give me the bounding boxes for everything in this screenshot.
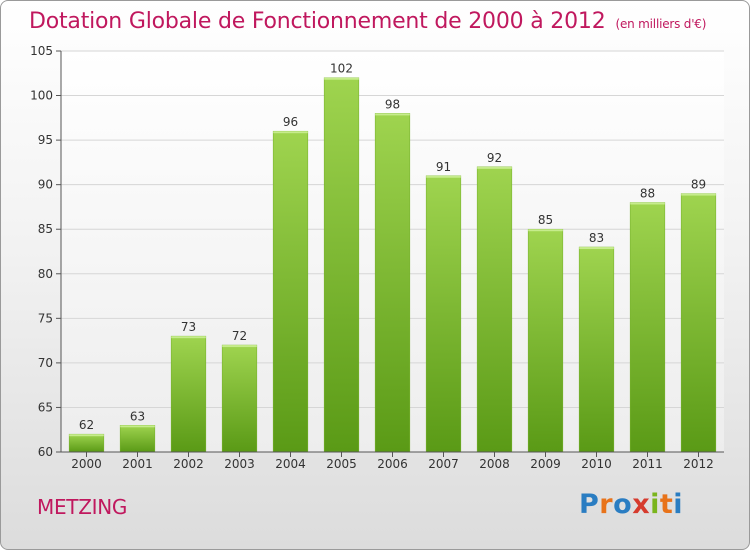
bar-highlight	[120, 425, 155, 428]
logo-letter: P	[579, 489, 600, 520]
y-tick-label: 60	[38, 445, 53, 459]
data-label: 102	[330, 62, 353, 76]
bar-highlight	[579, 247, 614, 250]
data-label: 88	[640, 186, 655, 200]
y-tick-label: 70	[38, 356, 53, 370]
data-label: 72	[232, 329, 247, 343]
logo-letter: r	[599, 489, 614, 520]
bar	[476, 166, 513, 453]
logo-letter: o	[613, 489, 633, 520]
bar	[578, 246, 615, 453]
bar-highlight	[324, 77, 359, 80]
x-tick-label: 2008	[479, 457, 510, 471]
bar	[425, 175, 462, 453]
bar	[374, 113, 411, 453]
y-tick-label: 100	[30, 89, 53, 103]
bar-highlight	[477, 166, 512, 169]
bar	[527, 228, 564, 453]
x-tick-label: 2007	[428, 457, 459, 471]
bar-highlight	[528, 229, 563, 232]
commune-name: METZING	[37, 495, 128, 519]
bar-highlight	[426, 175, 461, 178]
y-tick-label: 85	[38, 222, 53, 236]
bar-highlight	[171, 336, 206, 339]
bar	[170, 335, 207, 453]
bar-highlight	[375, 113, 410, 116]
logo-letter: t	[659, 489, 674, 520]
data-label: 92	[487, 151, 502, 165]
bar	[323, 77, 360, 453]
title-text: Dotation Globale de Fonctionnement de 20…	[29, 9, 606, 34]
y-tick-label: 65	[38, 400, 53, 414]
bar	[119, 425, 156, 453]
x-tick-label: 2001	[122, 457, 153, 471]
chart-subtitle: (en milliers d'€)	[615, 17, 707, 31]
bar-highlight	[222, 345, 257, 348]
data-label: 91	[436, 160, 451, 174]
x-tick-label: 2004	[275, 457, 306, 471]
bar	[629, 202, 666, 453]
data-label: 73	[181, 320, 196, 334]
data-labels: 62 63 73 72 96 102 98 91 92 85 83 88 89	[79, 62, 706, 432]
y-tick-label: 80	[38, 267, 53, 281]
logo-letter: i	[673, 489, 684, 520]
bar	[680, 193, 717, 453]
bar-highlight	[681, 193, 716, 196]
x-tick-label: 2003	[224, 457, 255, 471]
data-label: 83	[589, 231, 604, 245]
x-tick-label: 2011	[632, 457, 663, 471]
bar	[68, 433, 105, 453]
data-label: 62	[79, 418, 94, 432]
y-tick-label: 95	[38, 133, 53, 147]
logo-letter: i	[650, 489, 660, 520]
data-label: 96	[283, 115, 298, 129]
chart-title: Dotation Globale de Fonctionnement de 20…	[29, 7, 706, 39]
data-label: 63	[130, 409, 145, 423]
bar-highlight	[273, 131, 308, 134]
y-tick-label: 105	[30, 44, 53, 58]
data-label: 85	[538, 213, 553, 227]
bar-highlight	[69, 434, 104, 437]
x-tick-label: 2002	[173, 457, 204, 471]
x-tick-label: 2012	[683, 457, 714, 471]
data-label: 89	[691, 178, 706, 192]
bar	[221, 344, 258, 453]
proxiti-logo: Proxiti	[579, 487, 683, 523]
y-tick-label: 90	[38, 178, 53, 192]
x-axis-ticks: 2000 2001 2002 2003 2004 2005 2006 2007 2008 2009…	[71, 452, 714, 471]
data-label: 98	[385, 97, 400, 111]
bar-highlight	[630, 202, 665, 205]
x-tick-label: 2005	[326, 457, 357, 471]
y-tick-label: 75	[38, 311, 53, 325]
logo-letter: x	[632, 489, 651, 520]
x-tick-label: 2009	[530, 457, 561, 471]
x-tick-label: 2006	[377, 457, 408, 471]
bars	[68, 77, 717, 453]
bar	[272, 130, 309, 453]
x-tick-label: 2010	[581, 457, 612, 471]
y-axis-ticks: 60 65 70 75 80 85 90 95 100 105	[30, 44, 61, 459]
x-tick-label: 2000	[71, 457, 102, 471]
